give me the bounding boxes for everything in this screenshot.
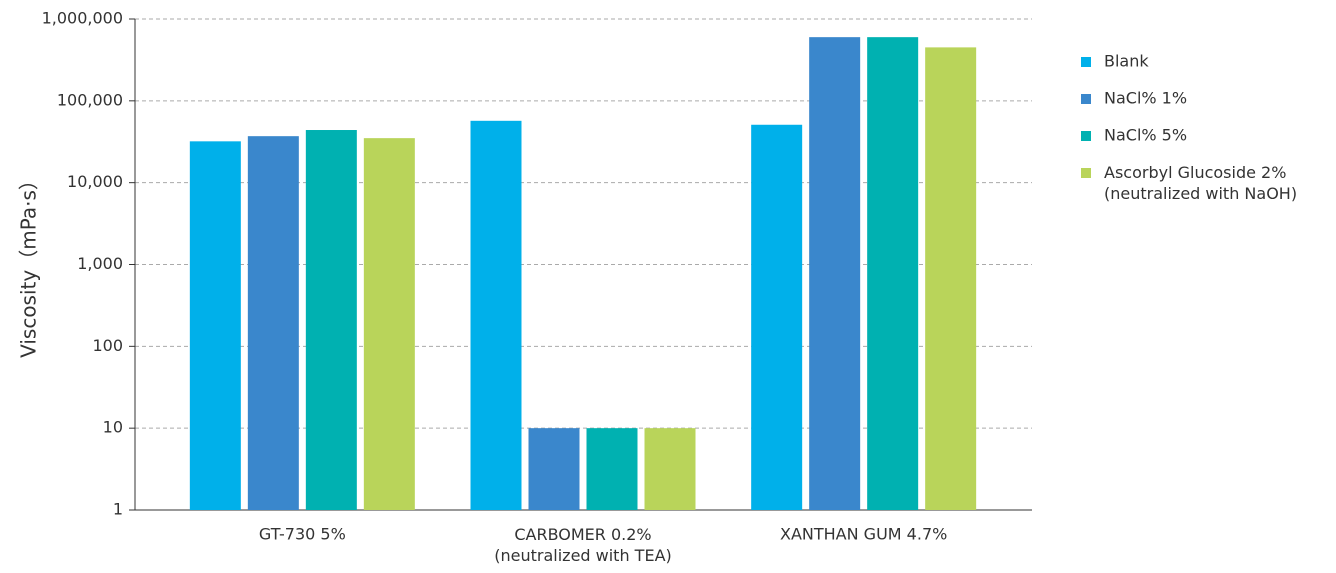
legend-swatch — [1081, 131, 1091, 141]
y-axis-label: Viscosity（mPa·s） — [17, 170, 41, 358]
bar — [189, 141, 241, 511]
bar — [363, 138, 415, 510]
legend-label: Blank — [1104, 52, 1149, 71]
legend-label: Ascorbyl Glucoside 2% (neutralized with N… — [1104, 163, 1297, 203]
bar — [528, 428, 580, 510]
bar — [867, 37, 919, 510]
bar — [305, 130, 357, 510]
bar — [925, 47, 977, 510]
bar — [470, 120, 522, 510]
y-tick-label: 10 — [103, 418, 123, 437]
bar — [586, 428, 638, 510]
bar — [809, 37, 861, 510]
legend-label: NaCl% 5% — [1104, 126, 1187, 145]
y-tick-label: 10,000 — [67, 172, 123, 191]
legend-swatch — [1081, 168, 1091, 178]
legend-swatch — [1081, 57, 1091, 67]
bar — [644, 428, 696, 510]
y-tick-label: 1,000 — [77, 254, 123, 273]
y-tick-label: 100,000 — [57, 90, 123, 109]
y-tick-label: 1,000,000 — [42, 9, 123, 28]
x-tick-label: GT-730 5% — [259, 525, 346, 544]
x-tick-label: CARBOMER 0.2% (neutralized with TEA) — [494, 525, 672, 565]
legend-label: NaCl% 1% — [1104, 89, 1187, 108]
y-tick-label: 100 — [92, 336, 123, 355]
legend-swatch — [1081, 94, 1091, 104]
y-tick-label: 1 — [113, 500, 123, 519]
bar — [247, 136, 299, 510]
x-tick-label: XANTHAN GUM 4.7% — [780, 525, 947, 544]
bar — [751, 124, 803, 510]
